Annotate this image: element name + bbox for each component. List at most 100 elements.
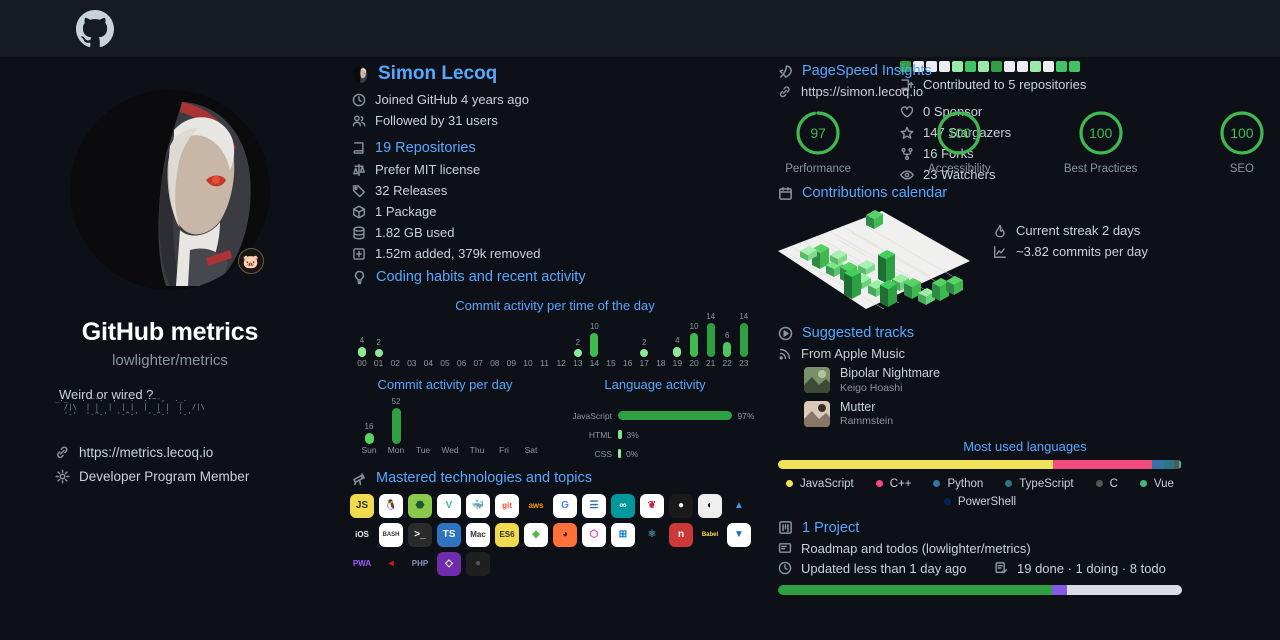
technology-php-icon[interactable]: PHP: [408, 552, 432, 576]
hour-bar-value: 6: [724, 331, 730, 341]
hour-axis-tick: 15: [606, 358, 616, 368]
contribution-square: [1004, 61, 1015, 72]
profile-avatar-small: [352, 65, 369, 83]
hour-bar: 10: [586, 322, 602, 357]
profile-forks-label: 16 Forks: [923, 146, 974, 161]
technology-nodejs-icon[interactable]: ⬣: [408, 494, 432, 518]
contribution-squares: [900, 61, 1110, 72]
calendar-heading[interactable]: Contributions calendar: [778, 185, 1280, 201]
track-artwork: [804, 367, 830, 394]
contribution-square: [913, 61, 924, 72]
pagespeed-gauge: 100 Accessibility: [921, 109, 997, 175]
technology-database-icon[interactable]: ☰: [582, 494, 606, 518]
technology-macos-icon[interactable]: Mac: [466, 523, 490, 547]
hour-axis-tick: 21: [705, 358, 716, 368]
profile-joined-label: Joined GitHub 4 years ago: [375, 92, 529, 107]
diff-icon: [352, 247, 366, 261]
project-icon: [778, 520, 793, 535]
language-activity-title: Language activity: [604, 377, 706, 392]
day-bar: 16: [358, 422, 380, 444]
isometric-contributions-chart: [778, 210, 970, 310]
technology-docker-icon[interactable]: 🐳: [466, 494, 490, 518]
technology-git-icon[interactable]: git: [495, 494, 519, 518]
technology-pwa-icon[interactable]: PWA: [350, 552, 374, 576]
technology-electron-icon[interactable]: ⚛: [640, 523, 664, 547]
profile-repositories[interactable]: 19 Repositories: [352, 140, 770, 156]
pagespeed-url[interactable]: https://simon.lecoq.io: [778, 84, 1280, 99]
hour-axis-tick: 00: [357, 358, 367, 368]
hour-bar: 14: [703, 312, 719, 357]
technology-windows-icon[interactable]: ⊞: [611, 523, 635, 547]
technology-linux-icon[interactable]: 🐧: [379, 494, 403, 518]
language-legend-dot: [1005, 480, 1013, 487]
profile-stats-column: Contributed to 5 repositories 0 Sponsor …: [900, 57, 1110, 188]
technology-terminal-icon[interactable]: >_: [408, 523, 432, 547]
technology-javascript-icon[interactable]: JS: [350, 494, 374, 518]
people-icon: [352, 114, 366, 128]
technology-aws-icon[interactable]: aws: [524, 494, 548, 518]
technology-arduino-icon[interactable]: ∞: [611, 494, 635, 518]
project-name[interactable]: Roadmap and todos (lowlighter/metrics): [778, 541, 1280, 556]
contribution-square: [991, 61, 1002, 72]
sidebar-website-label: https://metrics.lecoq.io: [79, 445, 214, 460]
profile-contributed-label: Contributed to 5 repositories: [923, 77, 1087, 92]
project-updated: Updated less than 1 day ago: [778, 561, 994, 576]
hour-bar-fill: [590, 332, 599, 357]
hour-bar-value: 10: [689, 321, 699, 331]
tracks-heading[interactable]: Suggested tracks: [778, 325, 1280, 341]
technology-vue-icon[interactable]: V: [437, 494, 461, 518]
technology-babel-icon[interactable]: Babel: [698, 523, 722, 547]
day-bar-fill: [364, 432, 374, 444]
technology-es6-icon[interactable]: ES6: [495, 523, 519, 547]
technology-npm-icon[interactable]: n: [669, 523, 693, 547]
technology-vercel-icon[interactable]: ▲: [727, 494, 751, 518]
calendar-label: Contributions calendar: [802, 185, 948, 201]
technology-storybook-icon[interactable]: ◇: [437, 552, 461, 576]
hour-axis-tick: 12: [556, 358, 566, 368]
hour-bar: 2: [570, 338, 586, 357]
language-legend-item: PowerShell: [943, 496, 1016, 508]
project-tasks-label: 19 done · 1 doing · 8 todo: [1017, 560, 1166, 576]
technology-typescript-icon[interactable]: TS: [437, 523, 461, 547]
technology-vuetify-icon[interactable]: ▼: [727, 523, 751, 547]
bio-text: Weird or wired ?: [59, 387, 154, 402]
tracks-list: Bipolar Nightmare Keigo Hoashi Mutter Ramms…: [770, 366, 1280, 429]
github-logo-icon[interactable]: [76, 9, 114, 48]
profile-forks: 16 Forks: [900, 146, 1110, 161]
sidebar-developer-program: Developer Program Member: [55, 469, 285, 484]
language-activity-name: CSS: [594, 448, 612, 459]
contribution-square: [1043, 61, 1054, 72]
pagespeed-heading[interactable]: PageSpeed Insights: [778, 63, 1280, 79]
track-artwork: [804, 401, 830, 428]
technology-graphql-icon[interactable]: ⬡: [582, 523, 606, 547]
technology-mongodb-icon[interactable]: ◈: [524, 523, 548, 547]
track-item[interactable]: Mutter Rammstein: [804, 400, 1280, 429]
coding-habits-heading[interactable]: Coding habits and recent activity: [352, 269, 770, 285]
track-item[interactable]: Bipolar Nightmare Keigo Hoashi: [804, 366, 1280, 395]
technologies-heading[interactable]: Mastered technologies and topics: [352, 470, 770, 486]
hour-axis-tick: 20: [689, 358, 699, 368]
technology-google-icon[interactable]: G: [553, 494, 577, 518]
technology-red-icon[interactable]: ◂: [379, 552, 403, 576]
sidebar-website[interactable]: https://metrics.lecoq.io: [55, 445, 285, 460]
technology-firefox-icon[interactable]: ◕: [553, 523, 577, 547]
clock-icon: [352, 93, 366, 107]
gauge-ring: 97: [794, 109, 842, 157]
hour-bar-value: 2: [376, 338, 381, 347]
project-heading[interactable]: 1 Project: [778, 520, 1280, 536]
language-segment: [1180, 459, 1182, 469]
technology-github-icon[interactable]: ●: [669, 494, 693, 518]
technology-ios-icon[interactable]: iOS: [350, 523, 374, 547]
main-profile-column: Simon Lecoq Joined GitHub 4 years ago Fo…: [340, 57, 1086, 640]
technology-bash-icon[interactable]: BASH: [379, 523, 403, 547]
hour-bar-value: 2: [641, 338, 647, 347]
technology-circle-icon[interactable]: ●: [466, 552, 490, 576]
sidebar-meta: https://metrics.lecoq.io Developer Progr…: [55, 445, 285, 493]
technology-deno-icon[interactable]: ◐: [698, 494, 722, 518]
technology-raspberrypi-icon[interactable]: ❦: [640, 494, 664, 518]
profile-name-row[interactable]: Simon Lecoq: [352, 63, 770, 85]
contribution-square: [939, 61, 950, 72]
project-tasks: 19 done · 1 doing · 8 todo: [994, 561, 1166, 576]
hour-axis-tick: 14: [589, 358, 600, 368]
profile-license: Prefer MIT license: [352, 162, 770, 177]
